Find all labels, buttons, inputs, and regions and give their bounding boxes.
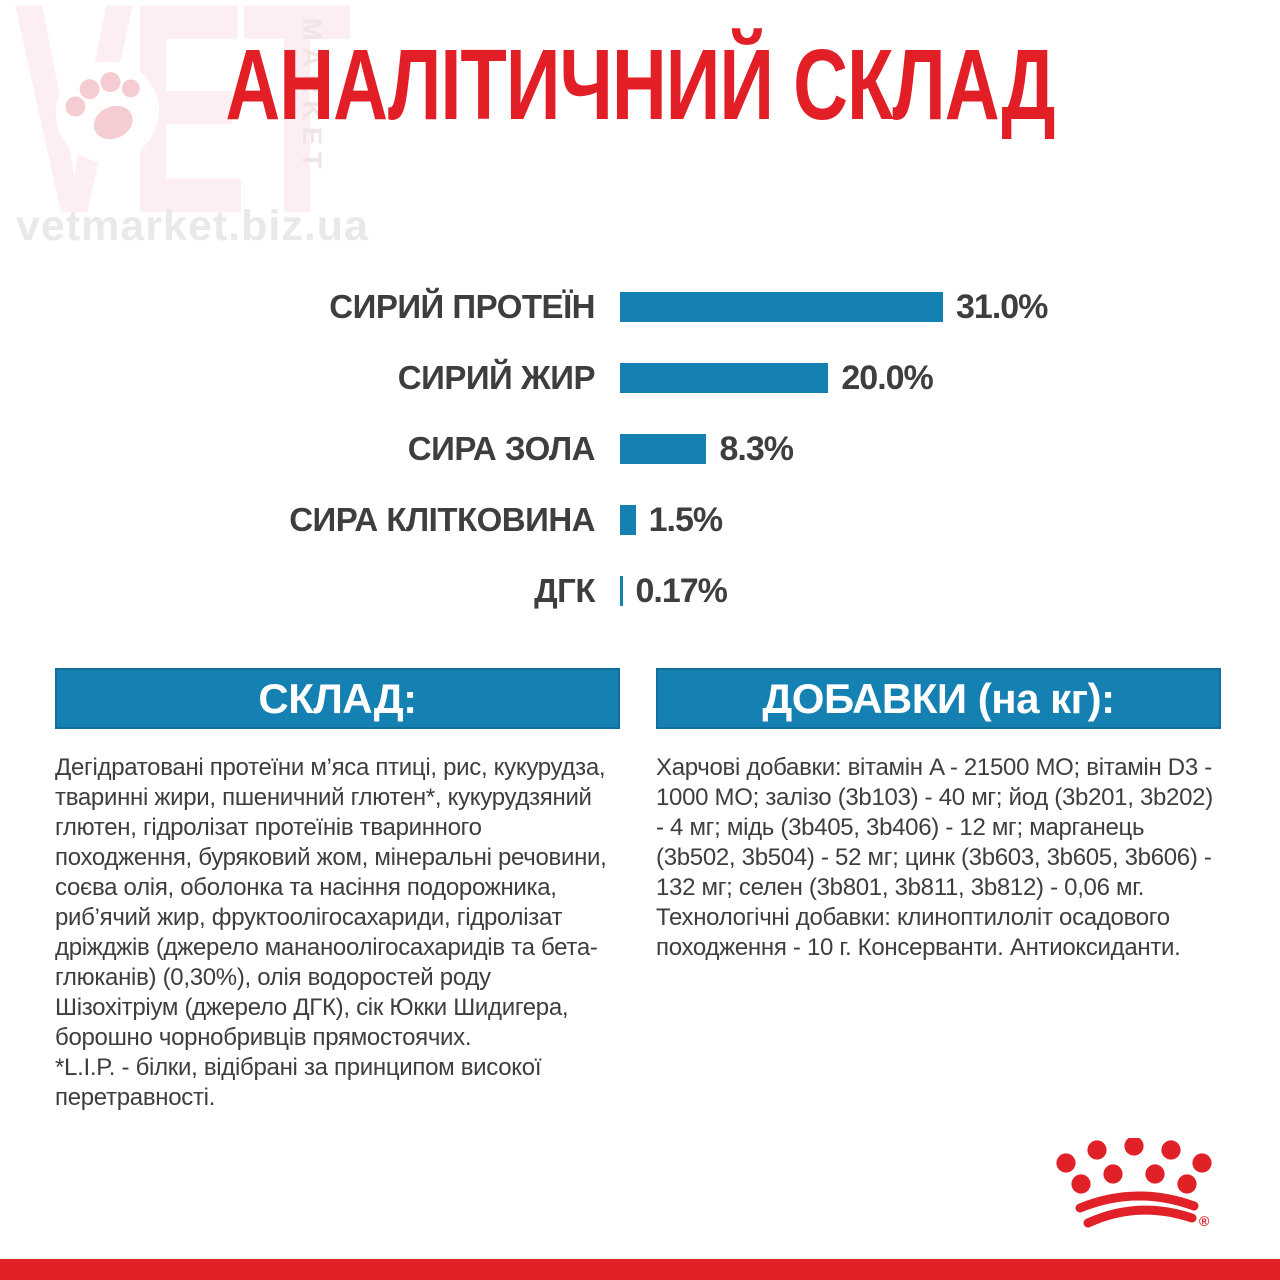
composition-header: СКЛАД: (55, 668, 620, 729)
chart-row: СИРИЙ ЖИР 20.0% (0, 359, 1280, 397)
chart-bar (620, 434, 707, 464)
chart-category-label: СИРИЙ ПРОТЕЇН (329, 288, 595, 325)
chart-value-label: 8.3% (719, 429, 793, 468)
composition-section: СКЛАД: Дегідратовані протеїни м’яса птиц… (55, 668, 620, 1113)
analytical-chart: СИРИЙ ПРОТЕЇН 31.0% СИРИЙ ЖИР 20.0% СИРА ЗОЛ… (0, 288, 1280, 647)
chart-value-label: 1.5% (648, 500, 723, 539)
additives-text: Харчові добавки: вітамін A - 21500 МО; в… (656, 754, 1213, 961)
chart-category-label: СИРИЙ ЖИР (397, 359, 596, 396)
chart-bar (620, 576, 623, 606)
vetmarket-watermark-url: vetmarket.biz.ua (16, 202, 369, 250)
chart-bar (620, 505, 636, 535)
chart-bar (620, 292, 943, 322)
chart-category-label: ДГК (534, 572, 595, 609)
paw-print-icon (55, 61, 160, 163)
chart-category-label: СИРА ЗОЛА (407, 430, 596, 467)
chart-row: ДГК 0.17% (0, 572, 1280, 610)
composition-text: Дегідратовані протеїни м’яса птиці, рис,… (55, 754, 607, 1111)
bottom-red-strip (0, 1259, 1280, 1280)
additives-section: ДОБАВКИ (на кг): Харчові добавки: вітамі… (656, 668, 1221, 963)
additives-header: ДОБАВКИ (на кг): (656, 668, 1221, 729)
chart-value-label: 31.0% (956, 287, 1048, 326)
royal-canin-crown-logo: ® (1056, 1138, 1212, 1229)
chart-category-label: СИРА КЛІТКОВИНА (289, 501, 595, 538)
chart-row: СИРА ЗОЛА 8.3% (0, 430, 1280, 468)
vetmarket-watermark-vertical-text: MARKET (297, 18, 327, 176)
chart-bar (620, 363, 829, 393)
registered-trademark-icon: ® (1199, 1213, 1210, 1229)
chart-row: СИРИЙ ПРОТЕЇН 31.0% (0, 288, 1280, 326)
chart-value-label: 0.17% (635, 571, 728, 610)
chart-row: СИРА КЛІТКОВИНА 1.5% (0, 501, 1280, 539)
page-title: АНАЛІТИЧНИЙ СКЛАД (225, 29, 1055, 142)
chart-value-label: 20.0% (841, 358, 933, 397)
